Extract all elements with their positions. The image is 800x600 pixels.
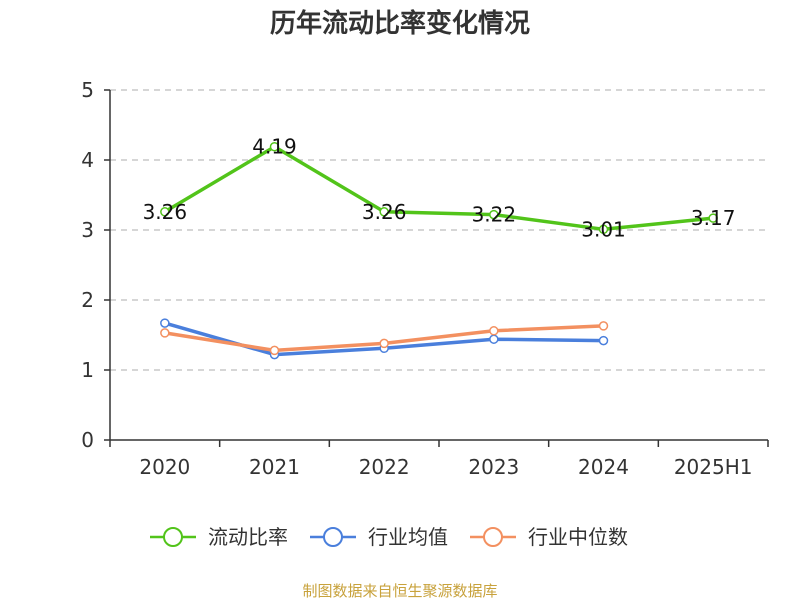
y-tick-label: 3 <box>81 218 94 242</box>
legend-swatch-marker <box>323 527 343 547</box>
data-point <box>160 318 170 328</box>
y-tick-label: 2 <box>81 288 94 312</box>
data-point <box>598 321 609 331</box>
chart-title: 历年流动比率变化情况 <box>270 8 530 39</box>
legend-label: 行业中位数 <box>528 525 628 549</box>
x-tick-label: 2025H1 <box>674 455 753 479</box>
x-tick-label: 2021 <box>249 455 300 479</box>
data-point <box>269 345 280 356</box>
legend-label: 流动比率 <box>208 525 288 549</box>
legend: 流动比率 行业均值 行业中位数 <box>150 525 628 549</box>
legend-swatch-marker <box>483 527 503 547</box>
x-tick-label: 2022 <box>359 455 410 479</box>
data-point <box>160 207 170 217</box>
x-tick-label: 2023 <box>468 455 519 479</box>
data-point <box>489 326 499 336</box>
data-point <box>379 338 389 349</box>
axes: 0 1 2 3 4 5 2020 2021 2022 2023 2024 2025H1 <box>81 78 769 479</box>
data-label: 3.26 <box>362 200 407 224</box>
data-point <box>598 224 609 235</box>
y-tick-label: 5 <box>81 78 94 102</box>
data-point <box>489 209 499 220</box>
data-point <box>708 213 718 223</box>
legend-swatch-marker <box>163 527 183 547</box>
x-tick-label: 2024 <box>578 455 629 479</box>
data-point <box>160 328 170 338</box>
data-label: 3.17 <box>691 206 736 230</box>
gridlines <box>110 89 768 371</box>
y-tick-label: 4 <box>81 148 94 172</box>
series-group <box>160 141 718 360</box>
series-line-1 <box>163 144 714 232</box>
legend-label: 行业均值 <box>368 525 448 549</box>
data-label: 3.26 <box>143 200 188 224</box>
data-label: 3.22 <box>472 203 517 227</box>
y-tick-label: 0 <box>81 428 94 452</box>
data-labels: 3.26 4.19 3.26 3.22 3.01 3.17 <box>143 135 736 242</box>
data-point <box>269 141 280 152</box>
data-label: 3.01 <box>581 217 626 241</box>
source-note: 制图数据来自恒生聚源数据库 <box>302 582 497 600</box>
data-point <box>598 335 609 346</box>
y-tick-label: 1 <box>81 358 94 382</box>
data-point <box>379 207 389 217</box>
data-point <box>489 334 499 344</box>
x-tick-label: 2020 <box>139 455 190 479</box>
data-label: 4.19 <box>252 135 297 159</box>
